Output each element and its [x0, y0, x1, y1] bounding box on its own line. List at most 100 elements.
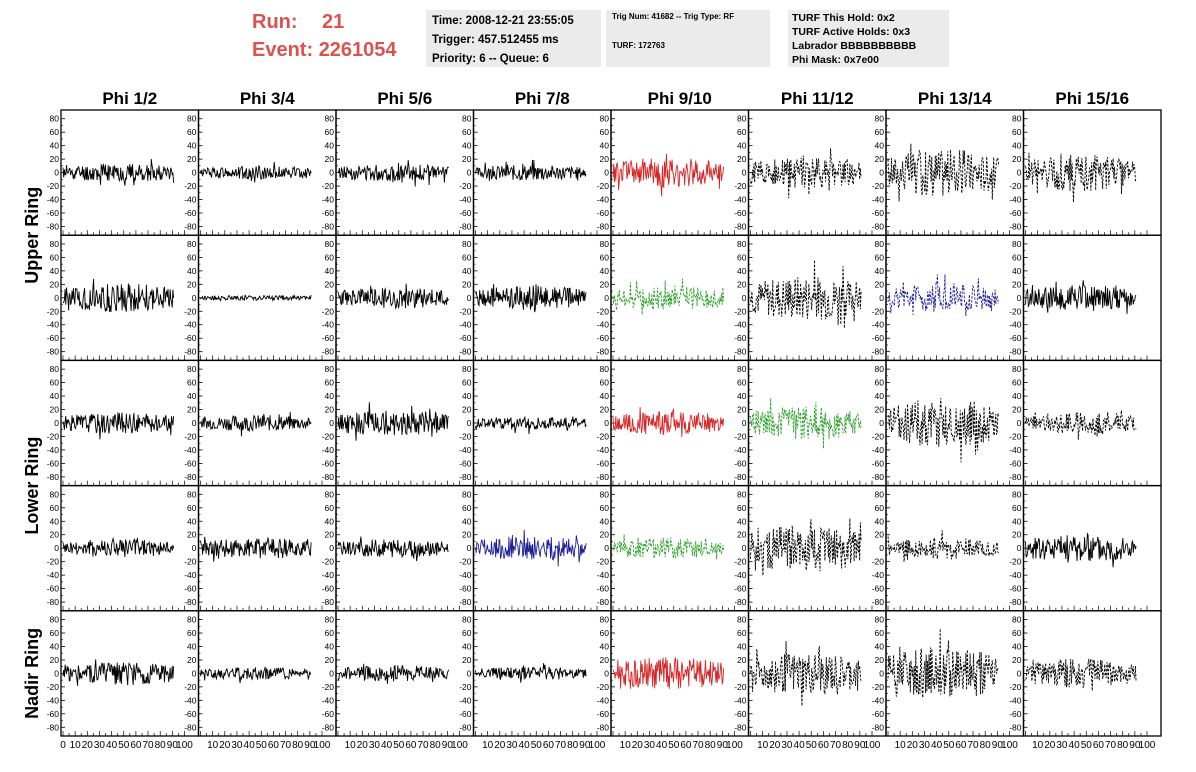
x-tick-label: 50 — [531, 740, 543, 751]
turf-active-text: TURF Active Holds: 0x3 — [792, 26, 911, 38]
y-tick-label: -20 — [1009, 306, 1022, 316]
y-tick-label: -20 — [597, 431, 610, 441]
y-tick-label: 40 — [50, 641, 60, 651]
y-tick-label: -80 — [322, 221, 335, 231]
y-tick-label: -60 — [734, 584, 747, 594]
x-tick-label: 30 — [94, 740, 106, 751]
y-tick-label: -60 — [47, 709, 60, 719]
turf-info-box: TURF This Hold: 0x2 TURF Active Holds: 0… — [788, 10, 949, 67]
y-tick-label: 40 — [1012, 391, 1022, 401]
y-tick-label: -60 — [734, 333, 747, 343]
y-tick-label: 0 — [192, 293, 197, 303]
y-tick-label: 60 — [462, 378, 472, 388]
y-tick-label: 80 — [875, 239, 885, 249]
y-tick-label: 40 — [325, 391, 335, 401]
y-tick-label: -40 — [322, 445, 335, 455]
x-tick-label: 50 — [118, 740, 130, 751]
x-tick-label: 40 — [794, 740, 806, 751]
y-tick-label: 80 — [50, 239, 60, 249]
y-tick-label: 60 — [875, 628, 885, 638]
y-tick-label: -20 — [872, 181, 885, 191]
y-tick-label: -80 — [184, 347, 197, 357]
waveform-trace — [475, 159, 587, 181]
y-tick-label: -40 — [597, 445, 610, 455]
y-tick-label: -80 — [597, 221, 610, 231]
y-tick-label: 0 — [604, 418, 609, 428]
x-tick-label: 90 — [717, 740, 729, 751]
y-tick-label: 60 — [325, 503, 335, 513]
y-tick-label: 40 — [50, 141, 60, 151]
x-tick-label: 100 — [589, 740, 606, 751]
y-tick-label: 20 — [600, 279, 610, 289]
waveform-trace — [337, 663, 450, 684]
waveform-trace — [62, 659, 175, 686]
y-tick-label: -40 — [47, 695, 60, 705]
trigger-info-box: Trig Num: 41682 -- Trig Type: RF TURF: 1… — [606, 10, 770, 67]
y-tick-label: -20 — [322, 306, 335, 316]
waveform-trace — [1025, 152, 1137, 203]
y-tick-label: -40 — [322, 320, 335, 330]
y-tick-label: -60 — [597, 458, 610, 468]
y-tick-label: 80 — [1012, 114, 1022, 124]
y-tick-label: 40 — [600, 391, 610, 401]
y-tick-label: -80 — [459, 597, 472, 607]
y-tick-label: -80 — [1009, 347, 1022, 357]
y-tick-label: 0 — [192, 543, 197, 553]
y-tick-label: 20 — [875, 279, 885, 289]
y-tick-label: 20 — [462, 655, 472, 665]
y-tick-label: -80 — [597, 597, 610, 607]
run-label: Run: — [252, 11, 298, 33]
y-tick-label: -60 — [734, 458, 747, 468]
y-tick-label: 20 — [187, 530, 197, 540]
y-tick-label: -40 — [1009, 445, 1022, 455]
y-tick-label: -20 — [322, 682, 335, 692]
y-tick-label: -40 — [459, 445, 472, 455]
y-tick-label: 0 — [742, 668, 747, 678]
waveform-trace — [612, 656, 725, 689]
y-tick-label: 0 — [604, 668, 609, 678]
y-tick-label: -60 — [184, 333, 197, 343]
waveform-trace — [887, 274, 1000, 317]
y-tick-label: -20 — [872, 557, 885, 567]
y-tick-label: 60 — [50, 252, 60, 262]
y-tick-label: -40 — [47, 445, 60, 455]
x-tick-label: 30 — [231, 740, 243, 751]
waveform-trace — [62, 158, 175, 186]
y-tick-label: -20 — [459, 181, 472, 191]
y-tick-label: -80 — [47, 347, 60, 357]
y-tick-label: -40 — [459, 320, 472, 330]
y-tick-label: -60 — [47, 458, 60, 468]
y-tick-label: 20 — [50, 405, 60, 415]
x-tick-label: 10 — [70, 740, 82, 751]
x-tick-label: 20 — [494, 740, 506, 751]
y-tick-label: -60 — [597, 584, 610, 594]
y-tick-label: 20 — [187, 405, 197, 415]
x-tick-label: 80 — [567, 740, 579, 751]
waveform-trace — [200, 294, 312, 303]
y-tick-label: 20 — [325, 154, 335, 164]
x-tick-label: 60 — [1093, 740, 1105, 751]
waveform-trace — [337, 160, 449, 187]
y-tick-label: -40 — [184, 570, 197, 580]
waveform-trace — [200, 536, 312, 562]
y-tick-label: -80 — [184, 597, 197, 607]
y-tick-label: 40 — [325, 266, 335, 276]
column-header: Phi 3/4 — [240, 89, 295, 108]
y-tick-label: -80 — [872, 472, 885, 482]
y-tick-label: 40 — [1012, 641, 1022, 651]
x-tick-label: 70 — [830, 740, 842, 751]
y-tick-label: 40 — [875, 141, 885, 151]
x-tick-label: 50 — [256, 740, 268, 751]
y-tick-label: -80 — [184, 472, 197, 482]
y-tick-label: -80 — [1009, 722, 1022, 732]
y-tick-label: -80 — [322, 597, 335, 607]
y-tick-label: -40 — [872, 445, 885, 455]
y-tick-label: 60 — [187, 252, 197, 262]
y-tick-label: -60 — [872, 208, 885, 218]
y-tick-label: 20 — [1012, 154, 1022, 164]
waveform-trace — [475, 529, 587, 567]
y-tick-label: -60 — [322, 584, 335, 594]
x-tick-label: 20 — [219, 740, 231, 751]
panel-frame — [1022, 359, 1162, 487]
y-tick-label: -20 — [734, 682, 747, 692]
